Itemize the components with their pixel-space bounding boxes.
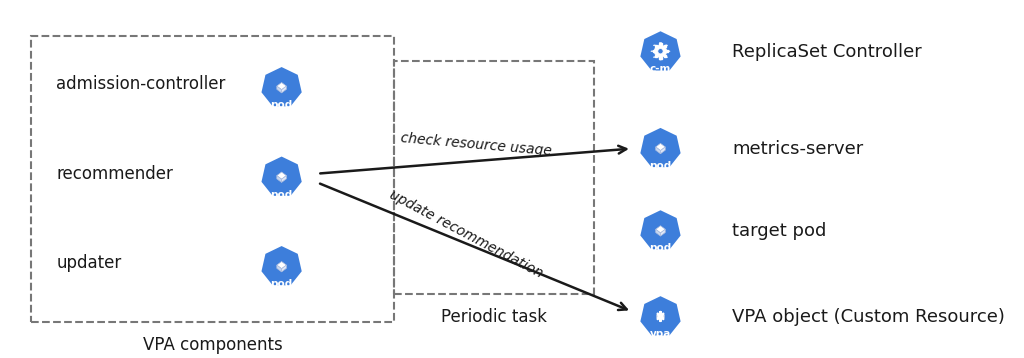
Text: target pod: target pod — [732, 222, 826, 240]
Text: pod: pod — [270, 279, 293, 289]
Polygon shape — [660, 315, 665, 320]
Polygon shape — [660, 147, 666, 154]
Circle shape — [651, 51, 653, 52]
Text: VPA components: VPA components — [142, 337, 283, 354]
Text: metrics-server: metrics-server — [732, 140, 863, 158]
Polygon shape — [639, 126, 682, 169]
Polygon shape — [655, 229, 660, 236]
Polygon shape — [655, 226, 666, 233]
Polygon shape — [276, 172, 287, 179]
Polygon shape — [660, 229, 666, 236]
Text: c-m: c-m — [650, 64, 671, 74]
Text: recommender: recommender — [56, 165, 173, 183]
FancyBboxPatch shape — [667, 50, 669, 52]
Text: pod: pod — [649, 161, 672, 171]
Text: ReplicaSet Controller: ReplicaSet Controller — [732, 43, 922, 61]
Polygon shape — [656, 315, 660, 320]
Polygon shape — [260, 66, 303, 108]
Circle shape — [653, 57, 655, 58]
Polygon shape — [276, 265, 282, 272]
Polygon shape — [276, 176, 282, 183]
Polygon shape — [282, 265, 287, 272]
Text: pod: pod — [270, 189, 293, 199]
Text: VPA object (Custom Resource): VPA object (Custom Resource) — [732, 308, 1005, 326]
Circle shape — [653, 45, 655, 46]
Text: vpa: vpa — [650, 329, 671, 339]
Polygon shape — [260, 245, 303, 287]
FancyBboxPatch shape — [665, 55, 667, 57]
Polygon shape — [655, 147, 660, 154]
Polygon shape — [282, 176, 287, 183]
Ellipse shape — [657, 49, 664, 54]
Text: admission-controller: admission-controller — [56, 75, 225, 93]
Polygon shape — [276, 86, 282, 93]
Circle shape — [659, 59, 662, 60]
Polygon shape — [655, 143, 666, 151]
Text: pod: pod — [649, 243, 672, 253]
Circle shape — [666, 45, 668, 46]
Text: update recommendation: update recommendation — [387, 188, 545, 281]
Text: updater: updater — [56, 254, 122, 272]
FancyBboxPatch shape — [652, 50, 654, 52]
FancyBboxPatch shape — [659, 43, 662, 45]
Polygon shape — [639, 209, 682, 251]
Polygon shape — [276, 82, 287, 90]
Ellipse shape — [654, 45, 667, 57]
Text: Periodic task: Periodic task — [441, 308, 547, 326]
Polygon shape — [639, 30, 682, 72]
Text: check resource usage: check resource usage — [400, 131, 552, 159]
FancyBboxPatch shape — [665, 45, 667, 48]
FancyBboxPatch shape — [654, 55, 656, 57]
Polygon shape — [276, 261, 287, 269]
Circle shape — [668, 51, 670, 52]
FancyBboxPatch shape — [659, 57, 662, 59]
FancyBboxPatch shape — [654, 45, 656, 48]
Text: pod: pod — [270, 100, 293, 110]
Polygon shape — [656, 313, 665, 318]
Polygon shape — [260, 155, 303, 197]
Polygon shape — [639, 295, 682, 337]
Polygon shape — [282, 86, 287, 93]
Circle shape — [666, 57, 668, 58]
